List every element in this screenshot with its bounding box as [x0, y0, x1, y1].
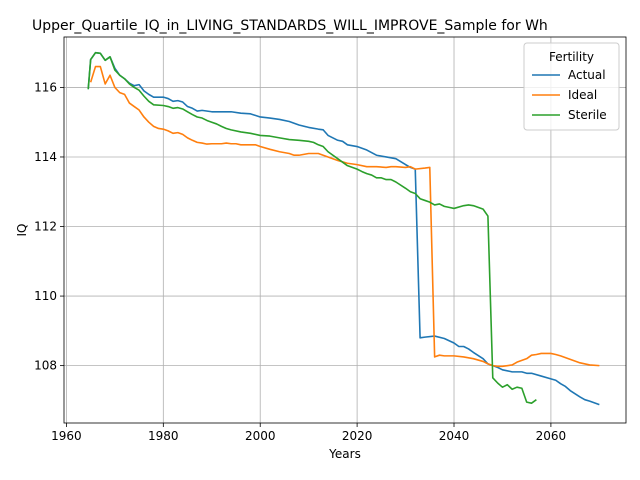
- x-tick-label: 2020: [342, 429, 373, 443]
- legend-label-actual: Actual: [568, 68, 606, 82]
- y-tick-label: 112: [34, 220, 57, 234]
- y-tick-label: 108: [34, 359, 57, 373]
- y-tick-label: 110: [34, 289, 57, 303]
- x-tick-label: 1960: [51, 429, 82, 443]
- series-line-sterile: [88, 53, 536, 404]
- series-layer: [88, 53, 599, 405]
- legend-title: Fertility: [549, 50, 594, 64]
- x-tick-label: 2040: [439, 429, 470, 443]
- series-line-ideal: [91, 67, 600, 367]
- x-tick-label: 2000: [245, 429, 276, 443]
- legend-label-ideal: Ideal: [568, 88, 597, 102]
- y-tick-label: 114: [34, 150, 57, 164]
- chart-title: Upper_Quartile_IQ_in_LIVING_STANDARDS_WI…: [32, 18, 548, 34]
- x-axis-label: Years: [328, 447, 361, 461]
- x-axis-ticks: 1960 1980 2000 2020 2040 2060: [51, 423, 566, 443]
- legend-label-sterile: Sterile: [568, 108, 607, 122]
- y-tick-label: 116: [34, 80, 57, 94]
- x-tick-label: 1980: [148, 429, 179, 443]
- y-axis-ticks: 108 110 112 114 116: [34, 80, 64, 372]
- x-tick-label: 2060: [536, 429, 567, 443]
- legend: Fertility Actual Ideal Sterile: [524, 43, 619, 130]
- y-axis-label: IQ: [15, 224, 29, 237]
